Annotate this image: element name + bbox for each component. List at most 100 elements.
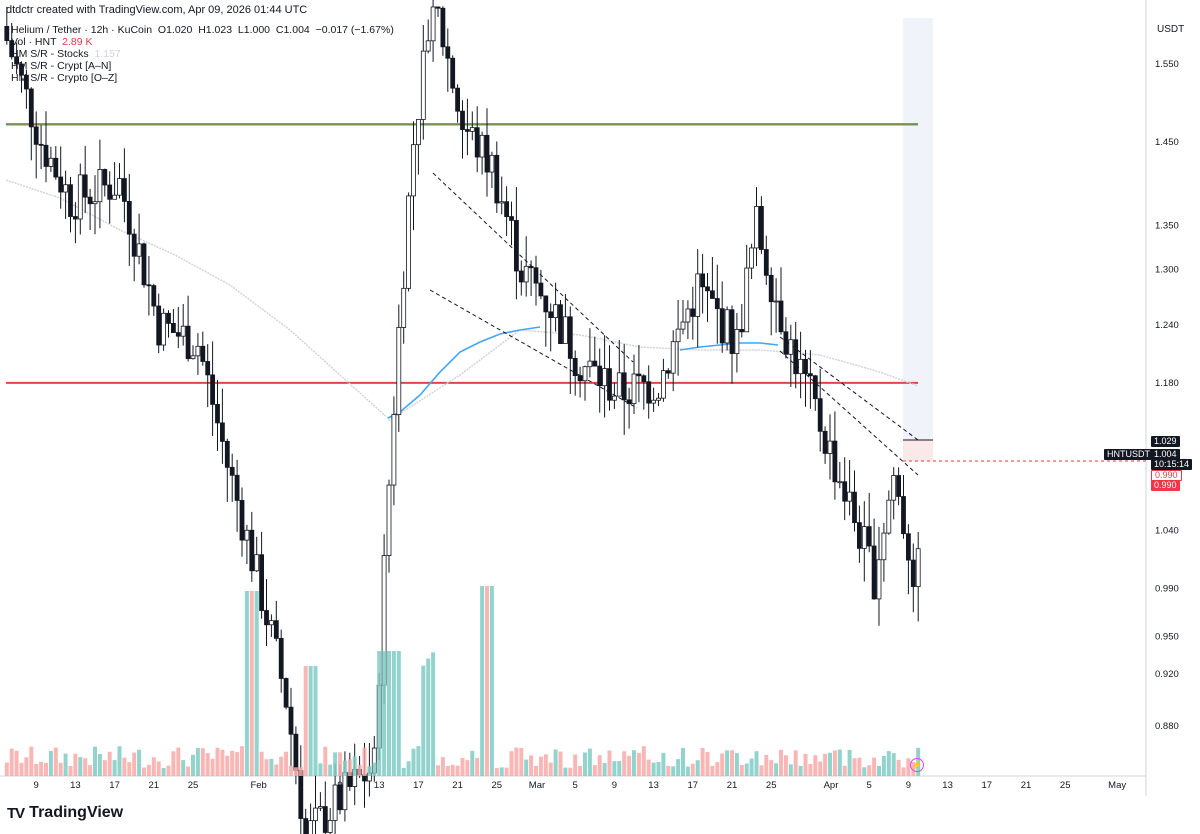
candle-body [563,316,568,345]
volume-bar [661,752,666,776]
candle-body [710,290,715,299]
candle-body [847,491,852,502]
candle-body [215,403,220,424]
volume-bar [818,761,823,776]
price-tick-label: 1.040 [1155,526,1179,537]
price-tick-label: 0.990 [1155,583,1179,594]
change-value: −0.017 (−1.67%) [315,24,394,36]
candle-body [327,819,333,833]
volume-bar [553,749,558,776]
candle-body [479,134,485,158]
candle-body [440,7,446,48]
volume-bar [690,763,695,776]
time-tick-label: 21 [452,780,463,791]
volume-bar [240,746,244,776]
volume-bar [632,750,636,776]
volume-bar [191,754,195,776]
volume-bar [578,765,583,776]
candle-body [636,373,642,377]
channel-trendline [429,289,638,409]
volume-bar [34,763,39,776]
volume-bar [837,749,842,776]
candle-body [621,372,627,401]
volume-bar [244,591,249,776]
candle-body [415,119,421,146]
candle-body [881,532,887,561]
candle-body [185,325,191,360]
volume-bar [68,766,73,776]
lightning-icon[interactable]: ⚡ [910,758,924,772]
volume-legend-row: Vol · HNT 2.89 K [11,36,394,48]
volume-bar [450,764,455,776]
volume-bar [367,766,372,776]
candle-body [131,233,137,257]
candle-body [9,40,15,58]
volume-bar [529,755,534,776]
volume-bar [176,747,181,776]
indicator-crypto-oz-row: HM S/R - Crypto [O–Z] [11,72,394,84]
candle-body [68,184,73,217]
volume-bar [421,665,426,776]
volume-bar [440,757,445,776]
volume-bar [396,651,401,776]
volume-bar [538,756,543,776]
candle-body [543,295,549,313]
candle-body [337,784,343,811]
candle-body [817,398,823,432]
volume-bar [284,751,289,776]
volume-bar [504,767,509,776]
candle-body [719,308,725,344]
volume-bar [715,762,720,776]
volume-bar [63,753,68,776]
volume-bar [617,761,622,776]
candle-body [293,733,299,771]
volume-bar [744,763,749,776]
candle-body [533,267,539,284]
volume-bar [117,746,122,776]
candle-body [646,381,652,404]
indicator-crypto-oz-label[interactable]: HM S/R - Crypto [O–Z] [11,72,118,84]
candle-body [837,481,843,484]
time-tick-label: 17 [688,780,699,791]
candle-body [102,169,108,186]
candle-body [229,466,235,476]
candle-body [798,358,803,375]
volume-bar [867,765,872,776]
price-tick-label: 0.950 [1155,631,1179,642]
candle-body [714,298,720,310]
candle-body [670,341,676,374]
volume-bar [151,757,156,776]
volume-bar [906,758,911,776]
indicator-stocks-label[interactable]: HM S/R - Stocks [11,48,89,60]
volume-bar [39,761,44,776]
indicator-stocks-row: HM S/R - Stocks 1.157 [11,48,394,60]
price-tick-label: 1.450 [1155,137,1179,148]
candle-body [264,610,269,626]
volume-bar [431,652,436,776]
volume-bar [289,765,293,776]
candle-body [680,321,686,330]
candle-body [612,395,617,401]
indicator-crypt-an-label[interactable]: HM S/R - Crypt [A–N] [11,60,112,72]
candle-body [219,422,225,442]
time-tick-label: Apr [824,780,839,791]
candle-body [317,806,323,809]
candle-body [553,304,558,318]
candle-body [685,308,691,323]
candle-body [58,176,64,193]
candle-body [514,220,519,272]
time-tick-label: 21 [149,780,160,791]
volume-label[interactable]: Vol · HNT [11,36,57,48]
candle-body [308,820,314,834]
position-shade [903,440,933,461]
candle-body [518,270,524,283]
volume-bar [44,762,48,776]
time-tick-label: Mar [529,780,545,791]
candle-body [195,345,201,357]
symbol-name[interactable]: Helium / Tether · 12h · KuCoin [11,24,153,36]
candle-body [793,339,799,375]
volume-bar [720,753,725,776]
volume-bar [102,760,107,776]
candle-body [425,40,431,52]
